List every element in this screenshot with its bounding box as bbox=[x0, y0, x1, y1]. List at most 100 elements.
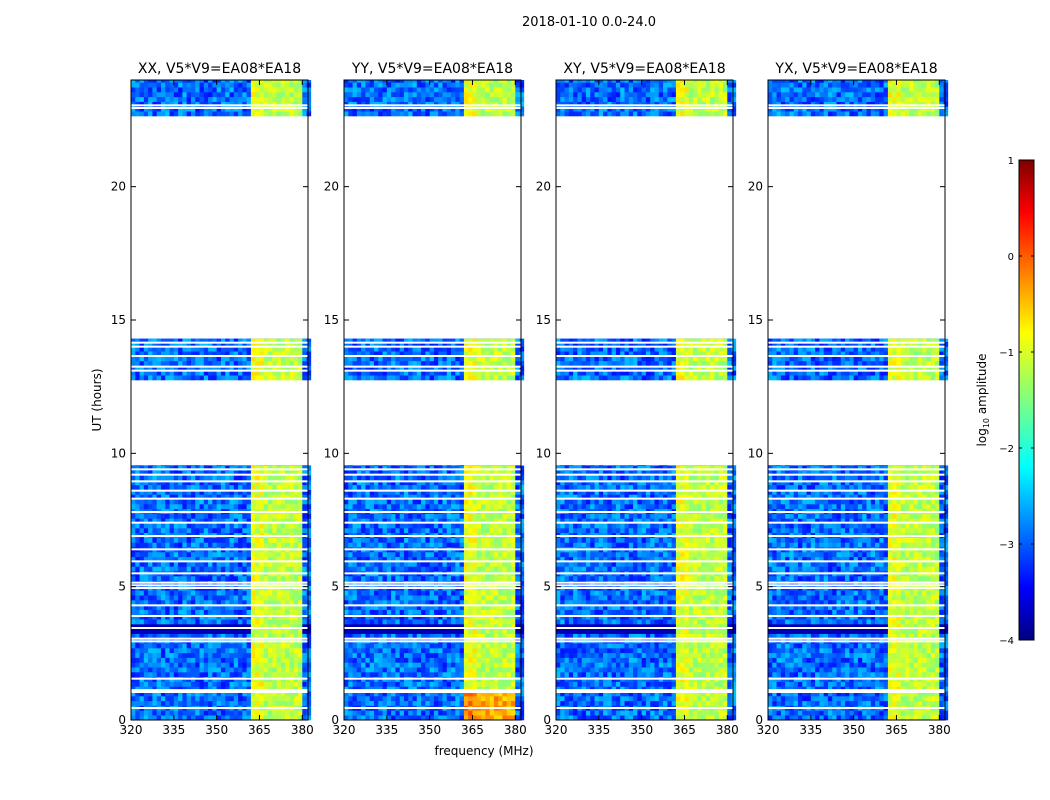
heatmap-cell bbox=[289, 619, 295, 625]
heatmap-cell bbox=[438, 609, 443, 615]
heatmap-cell bbox=[498, 657, 503, 663]
heatmap-cell bbox=[302, 537, 307, 543]
heatmap-cell bbox=[250, 691, 256, 697]
heatmap-cell bbox=[451, 566, 456, 572]
heatmap-cell bbox=[143, 667, 149, 673]
heatmap-cell bbox=[519, 696, 525, 702]
flagged-row bbox=[131, 689, 308, 692]
heatmap-cell bbox=[131, 691, 136, 697]
heatmap-cell bbox=[139, 542, 145, 548]
heatmap-cell bbox=[173, 681, 179, 687]
heatmap-cell bbox=[421, 652, 426, 658]
heatmap-cell bbox=[455, 552, 460, 558]
heatmap-cell bbox=[373, 523, 379, 529]
heatmap-cell bbox=[131, 80, 136, 83]
heatmap-cell bbox=[255, 370, 260, 376]
heatmap-cell bbox=[511, 624, 516, 630]
heatmap-cell bbox=[498, 518, 503, 524]
heatmap-cell bbox=[225, 494, 230, 500]
heatmap-cell bbox=[272, 681, 277, 687]
heatmap-cell bbox=[139, 92, 145, 98]
heatmap-cell bbox=[442, 700, 448, 706]
heatmap-cell bbox=[412, 595, 418, 601]
heatmap-cell bbox=[220, 657, 226, 663]
heatmap-cell bbox=[293, 518, 299, 524]
heatmap-cell bbox=[506, 518, 512, 524]
heatmap-cell bbox=[225, 561, 230, 567]
heatmap-cell bbox=[259, 681, 265, 687]
heatmap-cell bbox=[238, 494, 243, 500]
heatmap-cell bbox=[268, 710, 273, 716]
heatmap-cell bbox=[412, 518, 418, 524]
heatmap-cell bbox=[152, 604, 157, 610]
heatmap-cell bbox=[293, 672, 299, 678]
heatmap-cell bbox=[451, 552, 456, 558]
heatmap-cell bbox=[369, 619, 375, 625]
heatmap-cell bbox=[272, 556, 277, 562]
heatmap-cell bbox=[493, 619, 499, 625]
heatmap-cell bbox=[425, 604, 430, 610]
heatmap-cell bbox=[451, 624, 456, 630]
heatmap-cell bbox=[502, 528, 508, 534]
heatmap-cell bbox=[250, 624, 256, 630]
heatmap-cell bbox=[246, 710, 252, 716]
heatmap-cell bbox=[451, 556, 456, 562]
heatmap-cell bbox=[280, 475, 286, 481]
heatmap-cell bbox=[148, 92, 153, 98]
heatmap-cell bbox=[472, 700, 478, 706]
heatmap-cell bbox=[203, 489, 209, 495]
heatmap-cell bbox=[442, 504, 448, 510]
heatmap-cell bbox=[135, 523, 140, 529]
heatmap-cell bbox=[306, 484, 312, 490]
heatmap-cell bbox=[356, 662, 362, 668]
heatmap-cell bbox=[199, 375, 205, 381]
heatmap-cell bbox=[182, 513, 187, 519]
heatmap-cell bbox=[365, 652, 370, 658]
heatmap-cell bbox=[186, 341, 192, 347]
flagged-row bbox=[131, 473, 308, 476]
heatmap-cell bbox=[468, 528, 473, 534]
heatmap-cell bbox=[459, 499, 465, 505]
heatmap-cell bbox=[259, 346, 265, 352]
heatmap-cell bbox=[182, 465, 187, 466]
heatmap-cell bbox=[195, 691, 200, 697]
heatmap-cell bbox=[429, 662, 435, 668]
heatmap-cell bbox=[481, 576, 486, 582]
heatmap-cell bbox=[481, 566, 486, 572]
heatmap-cell bbox=[255, 619, 260, 625]
heatmap-cell bbox=[386, 566, 392, 572]
heatmap-cell bbox=[156, 92, 162, 98]
heatmap-cell bbox=[259, 484, 265, 490]
heatmap-cell bbox=[233, 700, 239, 706]
heatmap-cell bbox=[242, 542, 247, 548]
heatmap-cell bbox=[246, 96, 252, 102]
heatmap-cell bbox=[195, 504, 200, 510]
heatmap-cell bbox=[378, 604, 383, 610]
heatmap-cell bbox=[165, 80, 170, 83]
heatmap-cell bbox=[502, 652, 508, 658]
heatmap-cell bbox=[169, 351, 175, 357]
heatmap-cell bbox=[365, 504, 370, 510]
heatmap-cell bbox=[143, 518, 149, 524]
heatmap-cell bbox=[438, 600, 443, 606]
heatmap-cell bbox=[272, 484, 277, 490]
heatmap-cell bbox=[289, 667, 295, 673]
heatmap-cell bbox=[289, 552, 295, 558]
heatmap-cell bbox=[203, 556, 209, 562]
heatmap-cell bbox=[344, 604, 349, 610]
heatmap-cell bbox=[255, 338, 260, 342]
heatmap-cell bbox=[212, 537, 217, 543]
heatmap-cell bbox=[412, 542, 418, 548]
heatmap-cell bbox=[182, 338, 187, 342]
heatmap-cell bbox=[169, 370, 175, 376]
heatmap-cell bbox=[421, 561, 426, 567]
heatmap-cell bbox=[455, 542, 460, 548]
heatmap-cell bbox=[220, 624, 226, 630]
heatmap-cell bbox=[238, 101, 243, 107]
heatmap-cell bbox=[455, 556, 460, 562]
heatmap-cell bbox=[225, 370, 230, 376]
heatmap-cell bbox=[173, 710, 179, 716]
heatmap-cell bbox=[344, 600, 349, 606]
heatmap-cell bbox=[289, 80, 295, 83]
heatmap-cell bbox=[212, 465, 217, 466]
